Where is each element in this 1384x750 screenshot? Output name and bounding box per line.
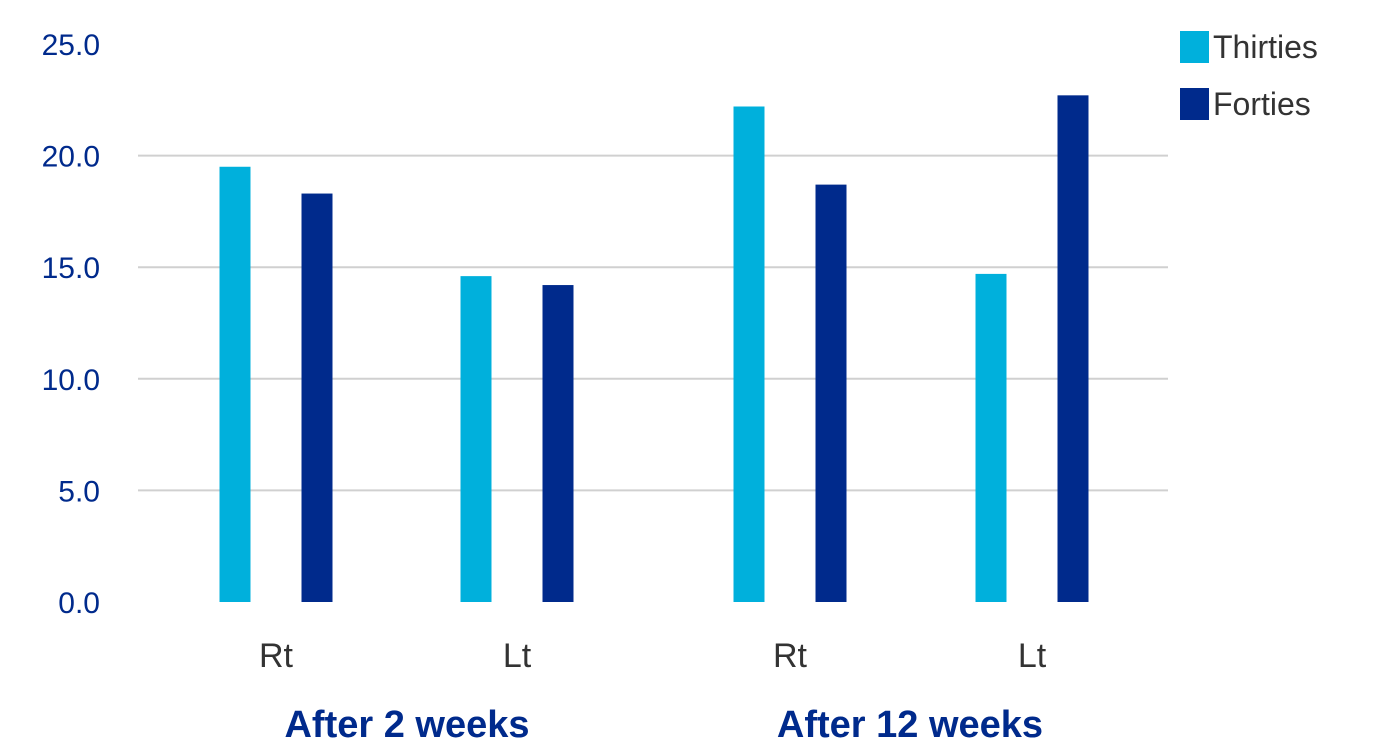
group-label: After 12 weeks xyxy=(777,704,1043,746)
legend-swatch-forties xyxy=(1180,88,1209,120)
bar-forties-2 xyxy=(815,184,847,602)
bar-thirties-0 xyxy=(219,166,251,602)
bar-forties-1 xyxy=(542,285,574,602)
y-tick-label: 0.0 xyxy=(58,587,100,620)
y-tick-label: 25.0 xyxy=(42,29,100,62)
legend: Thirties Forties xyxy=(1180,29,1318,122)
x-tick-label: Rt xyxy=(773,637,808,675)
bar-thirties-2 xyxy=(733,106,765,602)
bar-forties-3 xyxy=(1057,95,1089,602)
legend-label: Forties xyxy=(1213,86,1311,122)
y-axis-ticks: 0.0 5.0 10.0 15.0 20.0 25.0 xyxy=(42,29,100,620)
x-tick-label: Rt xyxy=(259,637,294,675)
group-labels: After 2 weeks After 12 weeks xyxy=(284,704,1043,746)
y-tick-label: 10.0 xyxy=(42,364,100,397)
x-axis-ticks: Rt Lt Rt Lt xyxy=(259,637,1047,675)
bar-forties-0 xyxy=(301,193,333,602)
legend-swatch-thirties xyxy=(1180,31,1209,63)
x-tick-label: Lt xyxy=(1018,637,1047,675)
legend-label: Thirties xyxy=(1213,29,1318,65)
x-tick-label: Lt xyxy=(503,637,532,675)
bars xyxy=(219,95,1089,602)
y-tick-label: 20.0 xyxy=(42,141,100,174)
group-label: After 2 weeks xyxy=(284,704,529,746)
bar-thirties-3 xyxy=(975,273,1007,602)
y-tick-label: 5.0 xyxy=(58,475,100,508)
y-tick-label: 15.0 xyxy=(42,252,100,285)
gridlines xyxy=(138,154,1168,492)
bar-thirties-1 xyxy=(460,276,492,602)
